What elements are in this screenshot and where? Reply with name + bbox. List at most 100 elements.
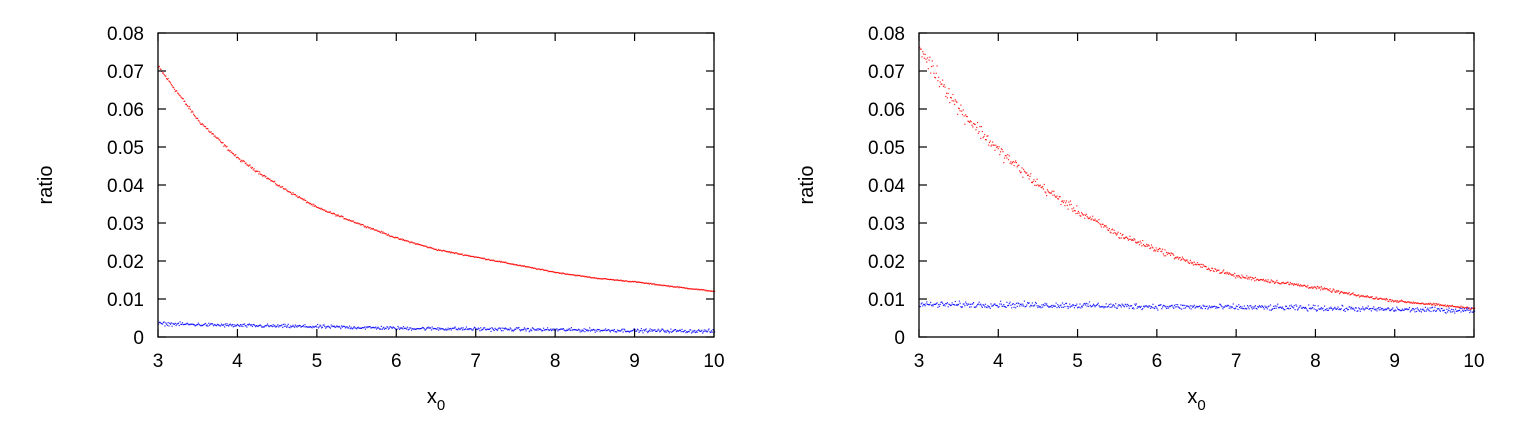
data-point — [1101, 223, 1103, 225]
data-point — [453, 252, 455, 254]
data-point — [1235, 307, 1237, 309]
data-point — [204, 323, 206, 325]
data-point — [1403, 301, 1405, 303]
data-point — [1152, 303, 1154, 305]
data-point — [695, 330, 697, 332]
data-point — [1385, 297, 1388, 300]
data-point — [1423, 303, 1425, 305]
data-point — [1247, 276, 1249, 278]
data-point — [700, 330, 702, 332]
data-point — [602, 278, 604, 280]
data-point — [1262, 278, 1264, 280]
data-point — [685, 332, 687, 334]
data-point — [970, 121, 972, 123]
data-point — [987, 135, 989, 137]
data-point — [608, 278, 610, 280]
data-point — [1364, 296, 1366, 298]
data-point — [649, 282, 651, 285]
data-point — [1209, 270, 1211, 272]
data-point — [1184, 259, 1186, 261]
data-point — [247, 164, 249, 166]
data-point — [372, 326, 374, 328]
data-point — [681, 286, 683, 289]
data-point — [1323, 287, 1326, 289]
data-point — [685, 287, 687, 289]
data-point — [1016, 305, 1018, 307]
data-point — [1272, 281, 1274, 283]
data-point — [1336, 291, 1338, 293]
data-point — [1266, 308, 1268, 310]
data-point — [1136, 307, 1138, 309]
data-point — [1323, 288, 1325, 290]
data-point — [1289, 284, 1291, 286]
data-point — [1072, 210, 1074, 212]
data-point — [1454, 306, 1456, 308]
data-point — [373, 327, 375, 329]
x-axis-title: x0 — [427, 386, 445, 414]
data-point — [1150, 306, 1153, 308]
data-point — [391, 327, 394, 329]
x-tick-label: 6 — [391, 351, 402, 372]
data-point — [220, 325, 222, 327]
data-point — [1447, 311, 1449, 313]
data-point — [536, 268, 538, 270]
data-point — [1002, 151, 1004, 153]
data-point — [287, 323, 289, 325]
data-point — [500, 261, 502, 263]
data-point — [1161, 248, 1164, 250]
data-point — [1055, 302, 1057, 304]
data-point — [342, 216, 344, 218]
data-point — [934, 303, 937, 305]
data-point — [1346, 307, 1348, 309]
data-point — [1191, 263, 1193, 265]
data-point — [687, 287, 689, 290]
data-point — [292, 192, 294, 194]
data-point — [398, 238, 400, 240]
data-point — [168, 80, 170, 82]
data-point — [169, 82, 172, 84]
data-point — [1071, 208, 1073, 210]
data-point — [1078, 212, 1080, 214]
data-point — [223, 323, 225, 326]
data-point — [303, 326, 305, 328]
data-point — [946, 303, 948, 305]
data-point — [289, 191, 291, 193]
data-point — [268, 326, 270, 328]
data-point — [1162, 253, 1164, 255]
data-point — [1137, 306, 1139, 308]
data-point — [260, 325, 262, 327]
data-point — [628, 330, 630, 333]
data-point — [636, 281, 638, 283]
data-point — [1131, 239, 1133, 241]
data-point — [196, 117, 198, 119]
data-point — [401, 238, 403, 240]
data-point — [551, 271, 553, 273]
data-point — [168, 325, 170, 327]
data-point — [1008, 155, 1010, 157]
data-point — [1371, 307, 1373, 310]
data-point — [239, 323, 242, 326]
data-point — [401, 327, 403, 329]
data-point — [1154, 305, 1157, 308]
data-point — [977, 132, 979, 134]
data-point — [1191, 305, 1193, 307]
data-point — [389, 326, 391, 328]
data-point — [1061, 200, 1064, 202]
data-point — [977, 303, 979, 305]
data-point — [414, 243, 417, 245]
data-point — [710, 290, 712, 292]
data-point — [981, 130, 983, 133]
data-point — [186, 322, 188, 324]
data-point — [1111, 306, 1113, 308]
data-point — [601, 278, 604, 280]
data-point — [690, 288, 692, 290]
data-point — [1027, 302, 1029, 305]
data-point — [420, 328, 422, 330]
data-point — [1262, 306, 1264, 309]
data-point — [1378, 309, 1380, 311]
data-point — [358, 327, 360, 330]
data-point — [1161, 250, 1163, 252]
data-point — [1043, 304, 1045, 307]
data-point — [311, 203, 313, 205]
data-point — [201, 324, 203, 327]
